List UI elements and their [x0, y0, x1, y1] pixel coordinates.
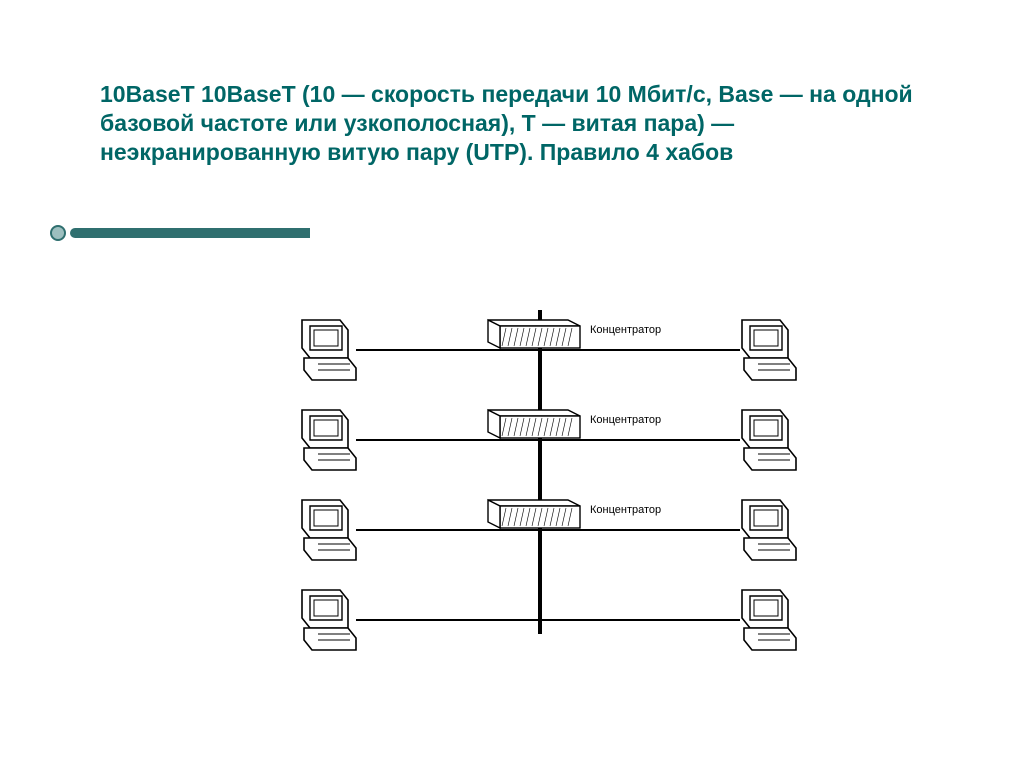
bullet-icon [50, 225, 66, 241]
slide-title: 10BaseT 10BaseT (10 — скорость передачи … [100, 80, 940, 166]
network-diagram: Концентратор Концентратор Концентратор [290, 290, 810, 690]
diagram-svg [290, 290, 810, 690]
title-underline [70, 228, 310, 238]
hub-label: Концентратор [590, 324, 661, 336]
hub-label: Концентратор [590, 414, 661, 426]
hub-label: Концентратор [590, 504, 661, 516]
